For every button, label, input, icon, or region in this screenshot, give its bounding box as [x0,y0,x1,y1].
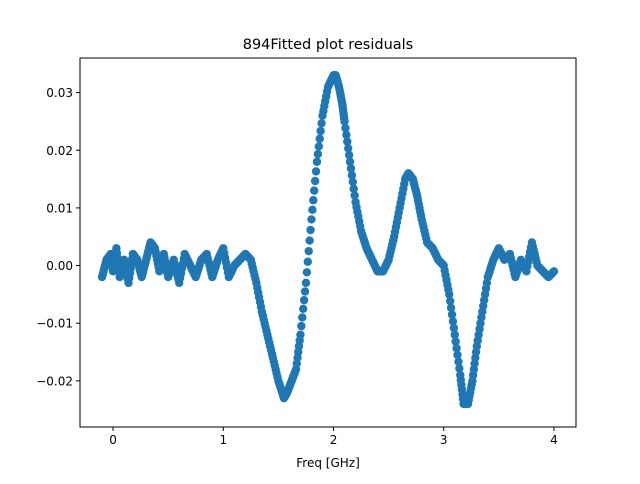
data-point [450,330,459,339]
data-point [448,317,458,326]
data-point [303,257,312,266]
data-point [309,196,318,205]
data-point [297,321,306,331]
data-point [549,267,559,276]
data-point [445,290,454,299]
x-tick-label: 4 [550,433,558,447]
data-point [344,150,354,160]
data-point [345,157,355,166]
data-point [343,137,352,146]
x-tick-label: 0 [109,433,117,447]
data-point [315,134,324,143]
data-point [310,176,320,186]
data-point [449,323,459,333]
data-point [304,246,313,256]
data-point [341,123,350,133]
data-point [298,313,307,322]
x-axis-label: Freq [GHz] [296,456,360,470]
data-point [310,186,319,195]
x-tick-label: 2 [330,433,338,447]
data-point [307,215,316,224]
data-point [314,142,324,151]
data-point [340,117,349,126]
data-point [317,119,326,128]
x-tick-label: 3 [440,433,448,447]
y-tick-label: 0.01 [46,201,73,215]
data-point [451,337,460,346]
data-point [302,268,312,277]
data-point [350,191,359,200]
y-tick-label: 0.00 [46,259,73,273]
data-point [344,144,353,153]
data-point [311,167,321,176]
data-point [454,357,463,366]
data-point [312,157,322,166]
data-point [348,177,357,187]
x-tick-label: 1 [219,433,227,447]
data-point [300,287,310,296]
data-point [305,236,314,245]
data-point [299,295,309,305]
data-points [97,71,559,409]
data-point [347,171,357,180]
chart-title: 894Fitted plot residuals [243,37,414,53]
data-point [342,130,351,140]
data-point [452,344,461,353]
data-point [313,149,323,159]
data-point [308,205,317,215]
y-tick-label: 0.03 [46,86,73,100]
y-tick-label: −0.02 [36,374,73,388]
data-point [447,310,457,319]
y-tick-label: 0.02 [46,144,73,158]
data-point [299,304,308,313]
data-point [445,296,455,306]
y-axis-ticks: −0.02 −0.01 0.00 0.01 0.02 0.03 [36,86,80,388]
data-point [453,350,462,360]
data-point [306,225,315,235]
data-point [455,364,464,373]
axes-frame [79,57,577,428]
y-tick-label: −0.01 [36,317,73,331]
data-point [349,184,358,193]
data-point [316,126,325,136]
x-axis-ticks: 0 1 2 3 4 [109,427,558,447]
data-point [296,330,305,339]
data-point [346,164,356,173]
data-point [301,278,311,288]
data-point [446,303,456,313]
